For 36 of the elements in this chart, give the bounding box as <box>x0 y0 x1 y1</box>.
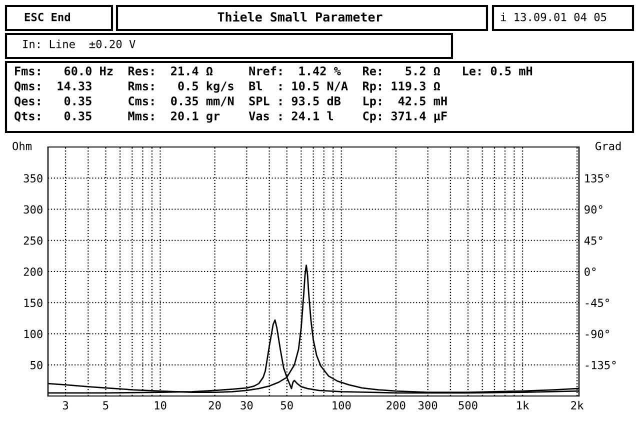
text: Qms: 14.33 Rms: 0.5 kg/s Bl : 10.5 N/A Rp: 119.3 Ω <box>14 81 440 93</box>
y2-tick-label: 0° <box>584 268 596 276</box>
y2-tick-label: 90° <box>584 205 602 214</box>
x-tick-label: 500 <box>458 401 478 410</box>
y2-tick-label: -90° <box>586 330 609 338</box>
x-tick-label: 100 <box>332 401 351 410</box>
x-tick-label: 50 <box>280 401 293 410</box>
x-tick-label: 300 <box>418 401 438 410</box>
x-tick-label: 2k <box>571 400 584 410</box>
y2-tick-label: 135° <box>585 174 609 183</box>
text: Thiele Small Parameter <box>218 11 382 22</box>
y-tick-label: 250 <box>24 236 42 245</box>
text: Fms: 60.0 Hz Res: 21.4 Ω Nref: 1.42 % Re: 5.2 Ω Le: 0.5 mH <box>15 66 532 76</box>
y2-tick-label: -45° <box>586 298 609 308</box>
y-tick-label: 100 <box>24 330 42 338</box>
x-tick-label: 20 <box>208 401 221 410</box>
x-tick-label: 30 <box>240 401 253 410</box>
text: i 13.09.01 04 05 <box>500 12 606 22</box>
text: Qes: 0.35 Cms: 0.35 mm/N SPL : 93.5 dB Lp: 42.5 mH <box>14 96 447 108</box>
y-tick-label: 200 <box>24 268 42 276</box>
x-tick-label: 1k <box>517 400 530 410</box>
x-tick-label: 3 <box>62 401 68 410</box>
y2-tick-label: -135° <box>586 360 616 370</box>
y-tick-label: 50 <box>30 360 42 370</box>
y2-axis-title: Grad <box>595 142 621 150</box>
y2-tick-label: 45° <box>584 236 602 245</box>
x-tick-label: 10 <box>154 401 166 410</box>
y-tick-label: 350 <box>24 174 42 183</box>
x-tick-label: 5 <box>103 401 108 410</box>
text: Qts: 0.35 Mms: 20.1 gr Vas : 24.1 l Cp: 371.4 µF <box>14 111 447 123</box>
text: ESC End <box>24 12 70 22</box>
y-tick-label: 150 <box>24 298 42 308</box>
text: In: Line ±0.20 V <box>23 40 136 48</box>
y-tick-label: 300 <box>24 205 42 214</box>
y-axis-title: Ohm <box>12 142 32 150</box>
x-tick-label: 200 <box>386 401 406 410</box>
